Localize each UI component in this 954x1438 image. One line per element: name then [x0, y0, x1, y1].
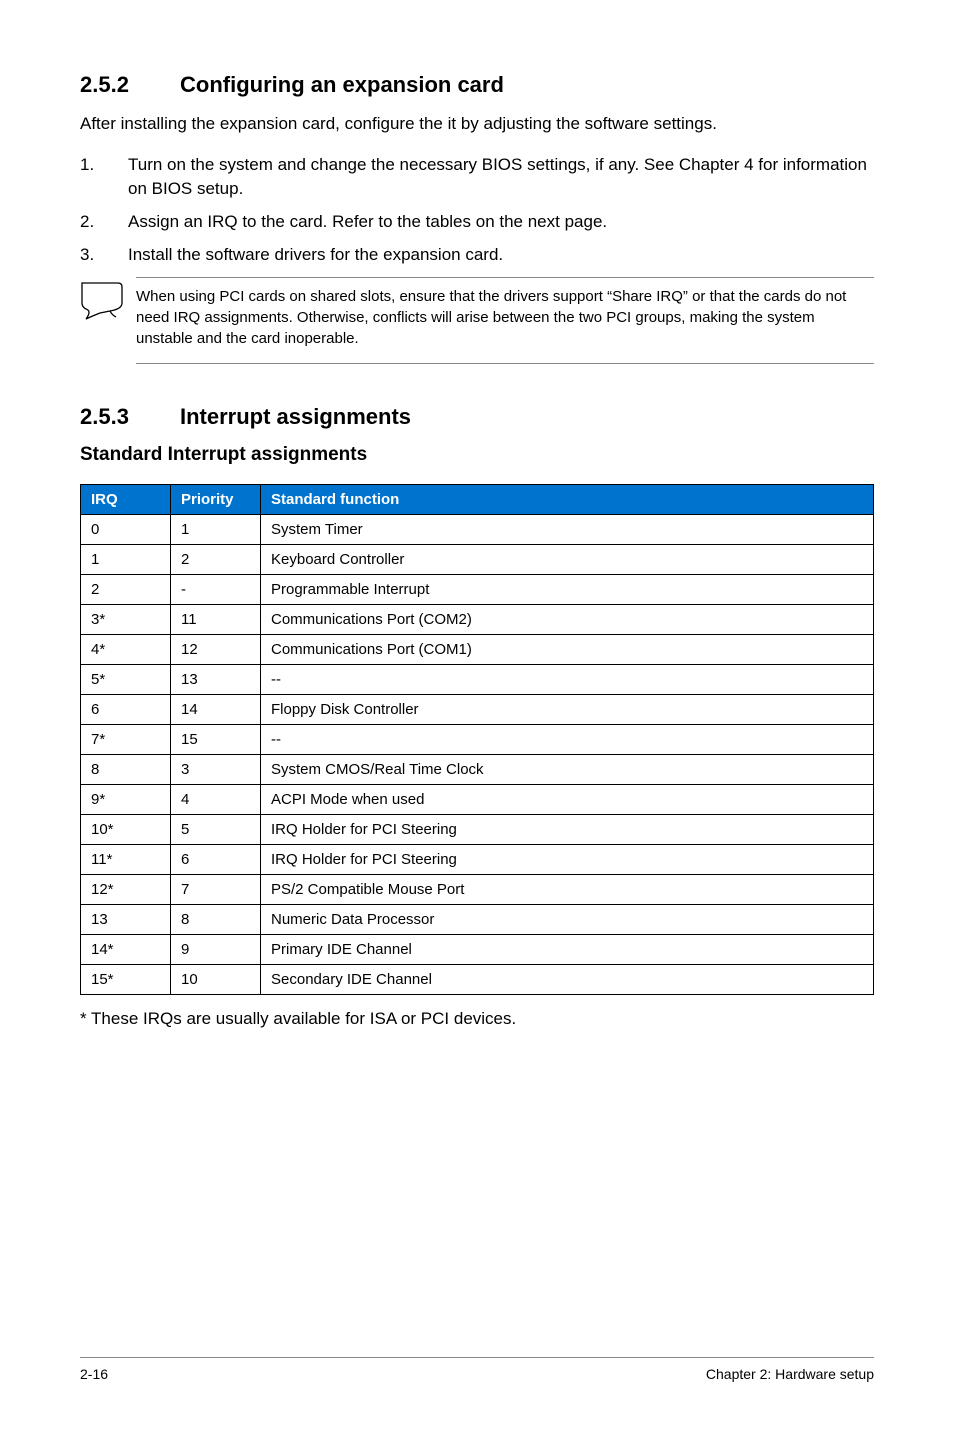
table-cell: 10 [171, 965, 261, 995]
table-cell: 14 [171, 695, 261, 725]
table-cell: System CMOS/Real Time Clock [261, 755, 874, 785]
table-cell: 6 [171, 845, 261, 875]
table-cell: 9* [81, 785, 171, 815]
footer-page-number: 2-16 [80, 1366, 108, 1382]
page-footer: 2-16 Chapter 2: Hardware setup [80, 1357, 874, 1382]
table-row: 12Keyboard Controller [81, 545, 874, 575]
table-cell: Floppy Disk Controller [261, 695, 874, 725]
table-cell: 3* [81, 605, 171, 635]
table-cell: 12 [171, 635, 261, 665]
irq-table: IRQPriorityStandard function 01System Ti… [80, 484, 874, 995]
table-cell: 8 [171, 905, 261, 935]
section-heading-253: 2.5.3 Interrupt assignments [80, 404, 874, 430]
table-row: 5*13-- [81, 665, 874, 695]
table-header-cell: Standard function [261, 485, 874, 515]
table-cell: Primary IDE Channel [261, 935, 874, 965]
table-header-cell: IRQ [81, 485, 171, 515]
table-body: 01System Timer12Keyboard Controller2-Pro… [81, 515, 874, 995]
table-cell: 4 [171, 785, 261, 815]
list-item-number: 2. [80, 210, 128, 235]
section-title: Configuring an expansion card [180, 72, 504, 98]
table-row: 7*15-- [81, 725, 874, 755]
list-item-number: 1. [80, 153, 128, 202]
steps-list: 1.Turn on the system and change the nece… [80, 153, 874, 268]
table-cell: ACPI Mode when used [261, 785, 874, 815]
table-cell: 14* [81, 935, 171, 965]
list-item: 2.Assign an IRQ to the card. Refer to th… [80, 210, 874, 235]
table-cell: 4* [81, 635, 171, 665]
table-cell: 7 [171, 875, 261, 905]
table-cell: 1 [171, 515, 261, 545]
table-cell: 11* [81, 845, 171, 875]
table-cell: PS/2 Compatible Mouse Port [261, 875, 874, 905]
table-row: 10*5IRQ Holder for PCI Steering [81, 815, 874, 845]
table-cell: 5* [81, 665, 171, 695]
table-cell: System Timer [261, 515, 874, 545]
table-cell: 11 [171, 605, 261, 635]
table-cell: IRQ Holder for PCI Steering [261, 815, 874, 845]
list-item-text: Turn on the system and change the necess… [128, 153, 874, 202]
list-item-text: Assign an IRQ to the card. Refer to the … [128, 210, 607, 235]
note-text: When using PCI cards on shared slots, en… [136, 277, 874, 364]
table-row: 138Numeric Data Processor [81, 905, 874, 935]
table-row: 01System Timer [81, 515, 874, 545]
section-heading-252: 2.5.2 Configuring an expansion card [80, 72, 874, 98]
list-item: 1.Turn on the system and change the nece… [80, 153, 874, 202]
table-cell: - [171, 575, 261, 605]
list-item-number: 3. [80, 243, 128, 268]
table-cell: 3 [171, 755, 261, 785]
table-cell: 12* [81, 875, 171, 905]
table-row: 11*6IRQ Holder for PCI Steering [81, 845, 874, 875]
table-cell: 9 [171, 935, 261, 965]
table-row: 614Floppy Disk Controller [81, 695, 874, 725]
table-row: 12*7PS/2 Compatible Mouse Port [81, 875, 874, 905]
table-row: 3*11Communications Port (COM2) [81, 605, 874, 635]
table-cell: Communications Port (COM2) [261, 605, 874, 635]
table-row: 15*10Secondary IDE Channel [81, 965, 874, 995]
table-cell: 2 [171, 545, 261, 575]
table-cell: 6 [81, 695, 171, 725]
table-cell: -- [261, 725, 874, 755]
intro-paragraph: After installing the expansion card, con… [80, 112, 874, 137]
note-icon [80, 277, 136, 326]
section-number: 2.5.3 [80, 404, 180, 430]
table-cell: 10* [81, 815, 171, 845]
table-header-cell: Priority [171, 485, 261, 515]
table-row: 83System CMOS/Real Time Clock [81, 755, 874, 785]
section-number: 2.5.2 [80, 72, 180, 98]
table-cell: Numeric Data Processor [261, 905, 874, 935]
table-cell: 5 [171, 815, 261, 845]
table-cell: 15 [171, 725, 261, 755]
section-title: Interrupt assignments [180, 404, 411, 430]
table-cell: 2 [81, 575, 171, 605]
sub-heading: Standard Interrupt assignments [80, 444, 874, 466]
table-cell: 0 [81, 515, 171, 545]
table-cell: Secondary IDE Channel [261, 965, 874, 995]
table-cell: IRQ Holder for PCI Steering [261, 845, 874, 875]
table-row: 4*12Communications Port (COM1) [81, 635, 874, 665]
table-cell: Programmable Interrupt [261, 575, 874, 605]
table-cell: Keyboard Controller [261, 545, 874, 575]
table-cell: 15* [81, 965, 171, 995]
list-item-text: Install the software drivers for the exp… [128, 243, 503, 268]
table-cell: -- [261, 665, 874, 695]
note-block: When using PCI cards on shared slots, en… [80, 277, 874, 364]
table-cell: 7* [81, 725, 171, 755]
table-cell: 13 [81, 905, 171, 935]
table-row: 2-Programmable Interrupt [81, 575, 874, 605]
table-cell: Communications Port (COM1) [261, 635, 874, 665]
table-header-row: IRQPriorityStandard function [81, 485, 874, 515]
table-cell: 8 [81, 755, 171, 785]
footer-chapter: Chapter 2: Hardware setup [706, 1366, 874, 1382]
table-footnote: * These IRQs are usually available for I… [80, 1009, 874, 1029]
table-row: 9*4ACPI Mode when used [81, 785, 874, 815]
table-cell: 13 [171, 665, 261, 695]
table-row: 14*9Primary IDE Channel [81, 935, 874, 965]
table-cell: 1 [81, 545, 171, 575]
list-item: 3.Install the software drivers for the e… [80, 243, 874, 268]
